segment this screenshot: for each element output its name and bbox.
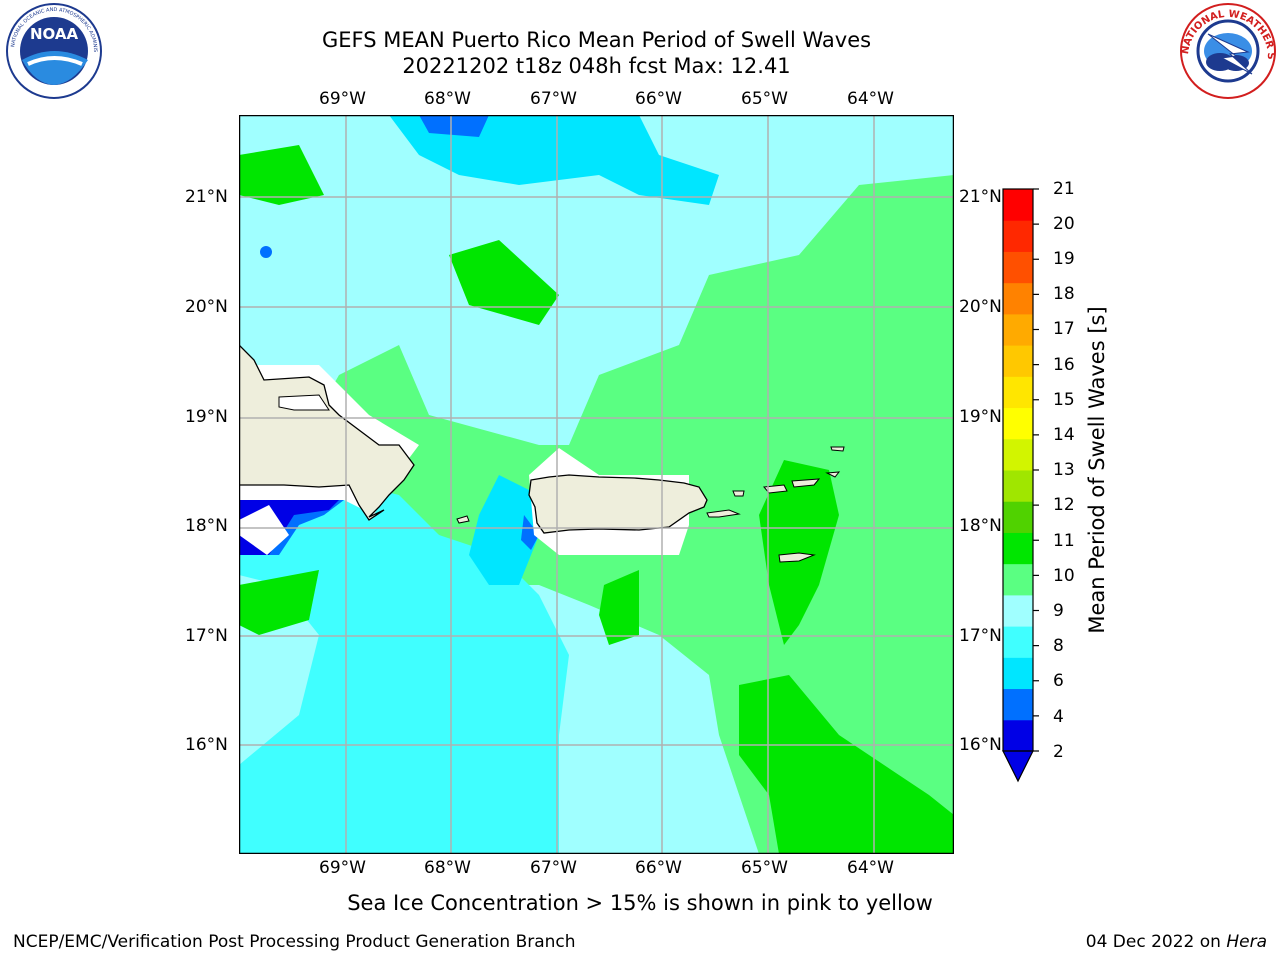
lat-label-left-20n: 20°N [185,297,228,317]
colorbar [1002,188,1039,783]
lon-label-top-67w: 67°W [530,89,577,109]
colorbar-label: Mean Period of Swell Waves [s] [1085,306,1109,634]
noaa-logo: NOAA NATIONAL OCEANIC AND ATMOSPHERIC AD… [0,0,106,100]
noaa-logo-text: NOAA [30,25,79,43]
colorbar-tick-15: 15 [1053,390,1075,410]
lon-label-top-65w: 65°W [741,89,788,109]
colorbar-tick-2: 2 [1053,742,1064,762]
lon-label-top-68w: 68°W [424,89,471,109]
no-data-west-diamond [239,505,289,555]
land-anegada [830,446,845,452]
colorbar-tick-20: 20 [1053,214,1075,234]
colorbar-bin [1003,189,1033,221]
colorbar-bin [1003,657,1033,690]
colorbar-bin [1003,438,1033,471]
swell-field-cyan-mona [469,475,539,585]
colorbar-tick-6: 6 [1053,671,1064,691]
lat-label-right-21n: 21°N [959,187,1002,207]
colorbar-tick-16: 16 [1053,355,1075,375]
swell-field-light-aqua-north [239,115,954,475]
lon-label-top-66w: 66°W [635,89,682,109]
colorbar-tick-21: 21 [1053,179,1075,199]
colorbar-bin [1003,719,1033,752]
colorbar-bin [1003,626,1033,658]
land-vieques [706,509,741,518]
colorbar-bin [1003,594,1033,627]
colorbar-bin [1003,313,1033,346]
land-tortola [791,478,821,488]
footer-left: NCEP/EMC/Verification Post Processing Pr… [13,932,576,952]
land-tortuga-bay [278,394,330,411]
swell-field-cyan-north [389,115,719,205]
land-mona-island [456,515,470,524]
lat-label-left-18n: 18°N [185,516,228,536]
colorbar-tick-9: 9 [1053,601,1064,621]
lon-label-top-69w: 69°W [319,89,366,109]
map-frame [239,115,954,854]
colorbar-tick-11: 11 [1053,531,1075,551]
chart-title: GEFS MEAN Puerto Rico Mean Period of Swe… [0,27,1193,79]
colorbar-bin [1003,688,1033,721]
lon-label-bottom-65w: 65°W [741,858,788,878]
colorbar-tick-10: 10 [1053,566,1075,586]
swell-field-green-south [599,570,639,645]
swell-field-blue-north [419,115,489,137]
swell-period-map [239,115,954,854]
title-line-1: GEFS MEAN Puerto Rico Mean Period of Swe… [321,28,872,52]
title-line-2: 20221202 t18z 048h fcst Max: 12.41 [402,54,791,78]
colorbar-bin [1003,501,1033,533]
colorbar-tick-13: 13 [1053,460,1075,480]
land-hispaniola [239,344,415,521]
land-st-croix [778,552,816,563]
lat-label-right-16n: 16°N [959,735,1002,755]
lon-label-bottom-68w: 68°W [424,858,471,878]
colorbar-tick-12: 12 [1053,495,1075,515]
swell-field-green-nw [239,145,324,205]
colorbar-tick-8: 8 [1053,636,1064,656]
map-gridlines [239,115,954,854]
swell-field-green-se [739,675,954,854]
lat-label-right-20n: 20°N [959,297,1002,317]
colorbar-tick-4: 4 [1053,707,1064,727]
footer-right: 04 Dec 2022 on Hera [1086,932,1267,952]
swell-field-blue-mona [521,515,539,550]
colorbar-tick-19: 19 [1053,249,1075,269]
lon-label-bottom-69w: 69°W [319,858,366,878]
lat-label-left-19n: 19°N [185,407,228,427]
lat-label-left-16n: 16°N [185,735,228,755]
lon-label-top-64w: 64°W [847,89,894,109]
colorbar-bin [1003,563,1033,596]
colorbar-tick-18: 18 [1053,284,1075,304]
lat-label-left-17n: 17°N [185,626,228,646]
swell-field-green-north [449,240,559,325]
colorbar-bin [1003,282,1033,315]
lat-label-right-19n: 19°N [959,407,1002,427]
land-culebra [732,490,745,497]
colorbar-tick-17: 17 [1053,319,1075,339]
colorbar-bin [1003,532,1033,565]
swell-field-blue-spot [260,246,272,258]
lat-label-left-21n: 21°N [185,187,228,207]
lon-label-bottom-67w: 67°W [530,858,577,878]
lat-label-right-18n: 18°N [959,516,1002,536]
colorbar-bin [1003,470,1033,502]
colorbar-bin [1003,376,1033,409]
nws-logo: NATIONAL WEATHER SERVICE [1174,0,1278,100]
colorbar-bin [1003,345,1033,377]
colorbar-bin [1003,220,1033,252]
sea-ice-caption: Sea Ice Concentration > 15% is shown in … [347,891,933,915]
colorbar-tick-marks [1033,188,1039,752]
lon-label-bottom-64w: 64°W [847,858,894,878]
land-virgin-gorda [825,471,841,478]
colorbar-extend-arrow [1002,750,1034,783]
colorbar-bin [1003,407,1033,440]
footer-date: 04 Dec 2022 on [1085,932,1227,952]
lat-label-right-17n: 17°N [959,626,1002,646]
footer-machine: Hera [1226,932,1267,952]
swell-field-green-sw [239,570,319,635]
lon-label-bottom-66w: 66°W [635,858,682,878]
colorbar-tick-14: 14 [1053,425,1075,445]
colorbar-bins [1003,189,1033,752]
colorbar-bin [1003,251,1033,284]
